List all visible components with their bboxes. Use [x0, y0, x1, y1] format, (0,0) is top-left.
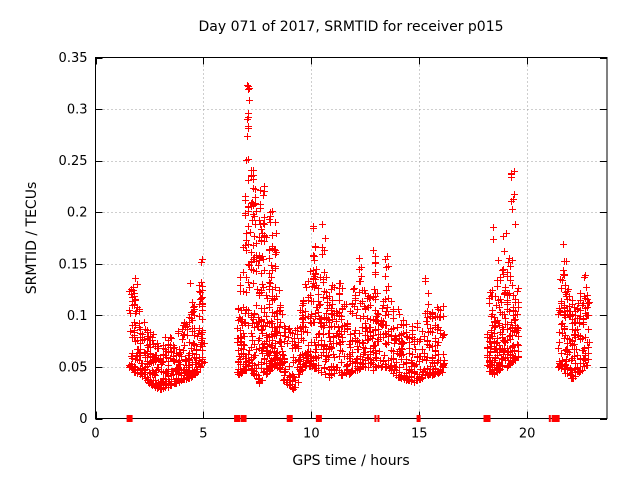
zero-marker	[548, 415, 551, 422]
zero-marker	[374, 415, 377, 422]
x-tick-label: 20	[519, 427, 536, 442]
x-axis-label: GPS time / hours	[292, 453, 409, 469]
y-tick-label: 0.2	[67, 206, 88, 221]
zero-markers	[126, 415, 560, 422]
x-tick-label: 10	[303, 427, 320, 442]
zero-marker	[416, 415, 421, 422]
y-tick-label: 0.35	[59, 51, 88, 66]
zero-marker	[240, 415, 247, 422]
y-tick-label: 0.25	[59, 154, 88, 169]
data-points	[126, 82, 593, 393]
axis-ticks	[95, 57, 607, 420]
y-tick-label: 0	[79, 412, 87, 427]
zero-marker	[551, 415, 560, 422]
y-tick-label: 0.1	[67, 309, 88, 324]
zero-marker	[377, 415, 380, 422]
y-tick-label: 0.15	[59, 257, 88, 272]
zero-marker	[286, 415, 293, 422]
y-tick-label: 0.05	[59, 360, 88, 375]
y-axis-label: SRMTID / TECUs	[24, 182, 40, 295]
zero-marker	[483, 415, 491, 422]
zero-marker	[315, 415, 322, 422]
tick-labels: 0 5 10 15 20 0 0.05 0.1 0.15 0.2 0.25 0.3 0.35	[59, 51, 536, 442]
y-tick-label: 0.3	[67, 103, 88, 118]
plot-border	[95, 57, 608, 419]
zero-marker	[234, 415, 241, 422]
x-tick-label: 15	[411, 427, 428, 442]
chart-title: Day 071 of 2017, SRMTID for receiver p01…	[198, 19, 503, 35]
zero-marker	[126, 415, 133, 422]
x-tick-label: 5	[199, 427, 207, 442]
plot-frame	[95, 57, 608, 419]
grid-lines	[95, 57, 607, 419]
srmtid-points	[126, 82, 593, 393]
x-tick-label: 0	[91, 427, 99, 442]
